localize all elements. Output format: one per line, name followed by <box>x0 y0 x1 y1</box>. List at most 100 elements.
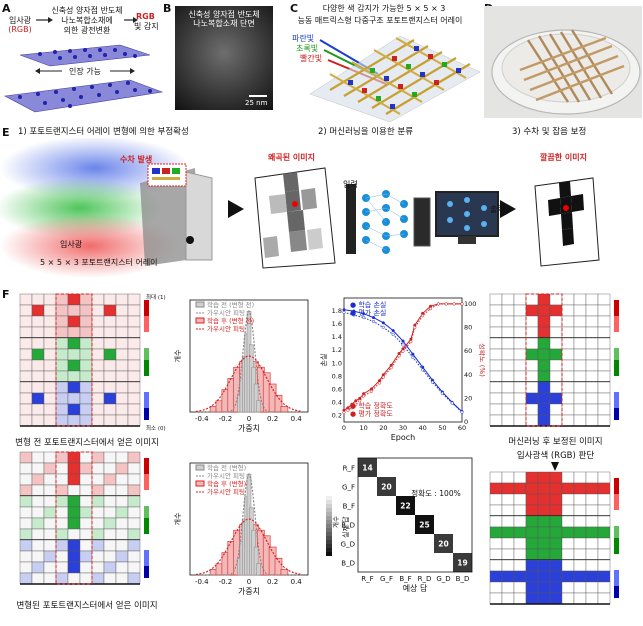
colorbar-segment <box>144 522 149 526</box>
data-point <box>436 302 440 306</box>
grid-cell <box>91 473 105 486</box>
grid-cell <box>67 561 81 574</box>
grid-cell <box>561 370 575 383</box>
x-axis-label: 가중치 <box>238 587 260 596</box>
grid-cell <box>573 381 587 394</box>
colorbar-segment <box>144 392 149 396</box>
legend-label: 가우시안 피팅 <box>207 471 245 480</box>
cell-value: 20 <box>438 540 448 549</box>
colorbar-segment <box>614 412 619 416</box>
grid-cell <box>91 326 105 339</box>
grid-cell <box>585 526 599 539</box>
grid-cell <box>525 293 539 306</box>
grid-cell <box>537 414 551 427</box>
nanocomposite-sheet-top <box>19 44 151 67</box>
y-tick-label-right: 0 <box>464 418 468 426</box>
tem-title-line2: 나노복합소재 단면 <box>193 19 255 28</box>
grid-cell <box>525 581 539 594</box>
matrix-cell <box>396 458 415 477</box>
grid-cell <box>513 381 527 394</box>
grid-cell <box>537 315 551 328</box>
grid-cell <box>549 504 563 517</box>
matrix-cell <box>396 477 415 496</box>
grid-cell <box>537 482 551 495</box>
matrix-cell <box>434 458 453 477</box>
grid-cell <box>91 451 105 464</box>
matrix-cell <box>415 534 434 553</box>
grid-cell <box>573 348 587 361</box>
colorbar-segment <box>144 486 149 490</box>
data-point <box>342 310 346 314</box>
image-before-caption: 변형 전 포토트랜지스터에서 얻은 이미지 <box>15 438 159 448</box>
data-point <box>444 302 448 306</box>
grid-cell <box>67 462 81 475</box>
grid-cell <box>561 581 575 594</box>
grid-cell <box>103 315 117 328</box>
stretch-label: 인장 가능 <box>69 67 101 76</box>
grid-cell <box>31 561 45 574</box>
grid-cell <box>489 581 503 594</box>
grid-cell <box>43 304 57 317</box>
grid-cell <box>79 370 93 383</box>
grid-cell <box>55 495 69 508</box>
grid-cell <box>127 495 141 508</box>
grid-cell <box>67 506 81 519</box>
colorbar-segment <box>614 518 619 522</box>
grid-cell <box>549 482 563 495</box>
grid-cell <box>585 381 599 394</box>
grid-cell <box>537 570 551 583</box>
grid-cell <box>55 528 69 541</box>
grid-cell <box>489 504 503 517</box>
grid-cell <box>91 495 105 508</box>
colorbar-segment <box>614 380 619 384</box>
grid-cell <box>79 462 93 475</box>
colorbar-segment <box>144 482 149 486</box>
data-point <box>401 339 405 343</box>
grid-cell <box>67 293 81 306</box>
grid-cell <box>79 392 93 405</box>
colorbar-segment <box>614 340 619 344</box>
y-tick-label-left: 0.4 <box>332 398 342 406</box>
colorbar-segment <box>614 498 619 502</box>
grid-cell <box>55 414 69 427</box>
grid-cell <box>55 561 69 574</box>
data-point <box>346 408 350 412</box>
data-point <box>362 316 366 320</box>
grid-cell <box>91 304 105 317</box>
grid-cell <box>549 392 563 405</box>
grid-cell <box>513 471 527 484</box>
grid-cell <box>597 337 611 350</box>
grid-cell <box>79 326 93 339</box>
colorbar-segment <box>326 504 332 508</box>
grid-cell <box>31 337 45 350</box>
colorbar-segment <box>144 312 149 316</box>
grid-cell <box>91 337 105 350</box>
colorbar-segment <box>614 566 619 570</box>
x-tick-label: 0.2 <box>267 578 278 586</box>
grid-cell <box>513 526 527 539</box>
colorbar-segment <box>144 490 149 494</box>
colorbar-segment <box>614 336 619 340</box>
colorbar-segment <box>144 308 149 312</box>
colorbar-segment <box>614 300 619 304</box>
grid-cell <box>43 473 57 486</box>
grid-cell <box>501 592 515 605</box>
grid-cell <box>513 482 527 495</box>
data-point <box>350 406 354 410</box>
data-point <box>369 389 374 393</box>
colorbar-segment <box>614 324 619 328</box>
bar-before-training <box>253 546 259 576</box>
grid-cell <box>561 293 575 306</box>
grid-cell <box>127 550 141 563</box>
image-after-deformation <box>19 451 149 585</box>
bar-before-training <box>256 563 261 576</box>
grid-cell <box>67 550 81 563</box>
grid-cell <box>537 493 551 506</box>
data-point <box>421 314 425 318</box>
grid-cell <box>501 304 515 317</box>
grid-cell <box>31 462 45 475</box>
grid-cell <box>127 359 141 372</box>
grid-cell <box>79 293 93 306</box>
grid-cell <box>43 517 57 530</box>
grid-cell <box>525 304 539 317</box>
